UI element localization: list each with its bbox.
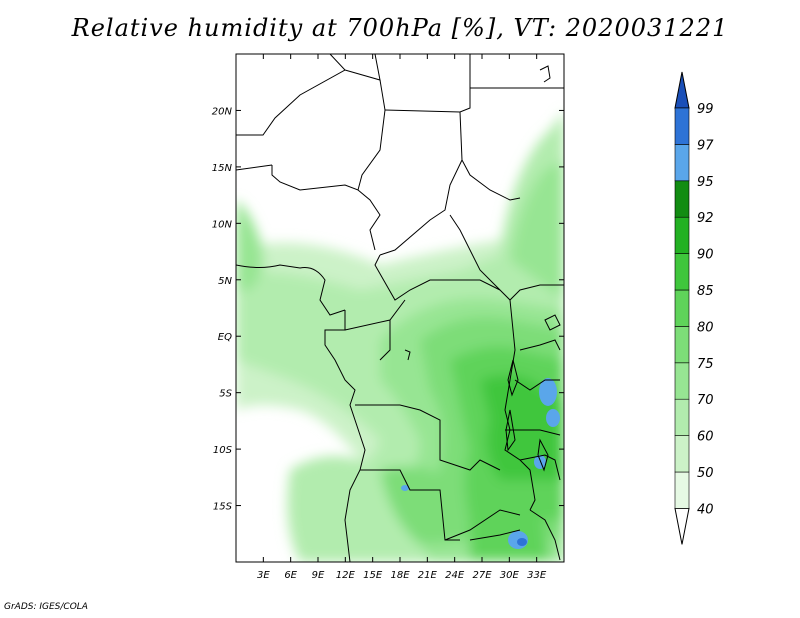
y-axis-ticks: 20N 15N 10N 5N EQ 5S 10S 15S xyxy=(212,106,564,513)
y-tick-label: EQ xyxy=(218,332,232,343)
colorbar-segment xyxy=(674,216,690,254)
colorbar-segment xyxy=(674,435,690,473)
country-borders xyxy=(236,54,564,562)
colorbar-segment xyxy=(674,253,690,291)
colorbar-segment xyxy=(674,326,690,364)
y-tick-label: 15S xyxy=(213,502,233,513)
colorbar-high-triangle xyxy=(674,71,690,109)
y-tick-label: 5S xyxy=(219,389,232,400)
colorbar-label: 80 xyxy=(697,320,714,335)
y-tick-label: 15N xyxy=(212,163,233,174)
y-tick-label: 10N xyxy=(212,219,233,230)
x-tick-label: 27E xyxy=(472,570,492,581)
colorbar-label: 50 xyxy=(697,466,714,481)
x-tick-label: 30E xyxy=(500,570,520,581)
chart-title: Relative humidity at 700hPa [%], VT: 202… xyxy=(71,14,729,42)
colorbar-label: 85 xyxy=(697,284,714,299)
colorbar-label: 75 xyxy=(697,357,714,372)
colorbar-segment xyxy=(674,144,690,182)
humidity-field xyxy=(236,54,564,562)
colorbar-segment xyxy=(674,180,690,218)
x-tick-label: 15E xyxy=(363,570,383,581)
y-tick-label: 20N xyxy=(212,106,233,117)
colorbar: 40 50 60 70 75 80 85 90 92 95 97 99 xyxy=(674,71,714,545)
x-tick-label: 24E xyxy=(445,570,465,581)
x-tick-label: 9E xyxy=(312,570,325,581)
y-tick-label: 5N xyxy=(218,276,232,287)
colorbar-label: 95 xyxy=(697,175,714,190)
colorbar-segment xyxy=(674,362,690,400)
colorbar-label: 40 xyxy=(697,502,714,517)
x-tick-label: 6E xyxy=(284,570,297,581)
colorbar-segment xyxy=(674,289,690,327)
colorbar-label: 99 xyxy=(697,102,714,117)
colorbar-segment xyxy=(674,398,690,436)
colorbar-label: 97 xyxy=(697,138,714,153)
x-tick-label: 21E xyxy=(418,570,438,581)
x-tick-label: 33E xyxy=(527,570,547,581)
colorbar-label: 92 xyxy=(697,211,714,226)
x-tick-label: 18E xyxy=(390,570,410,581)
colorbar-label: 70 xyxy=(697,393,714,408)
colorbar-segment xyxy=(674,471,690,509)
high-humidity-cells xyxy=(401,378,560,549)
colorbar-label: 90 xyxy=(697,248,714,263)
colorbar-low-triangle xyxy=(674,507,690,545)
x-tick-label: 3E xyxy=(257,570,270,581)
x-tick-label: 12E xyxy=(336,570,356,581)
x-axis-ticks: 3E 6E 9E 12E 15E 18E 21E 24E 27E 30E 33E xyxy=(257,54,547,581)
colorbar-label: 60 xyxy=(697,430,714,445)
colorbar-segment xyxy=(674,107,690,145)
y-tick-label: 10S xyxy=(213,445,233,456)
grads-credit: GrADS: IGES/COLA xyxy=(4,602,88,612)
